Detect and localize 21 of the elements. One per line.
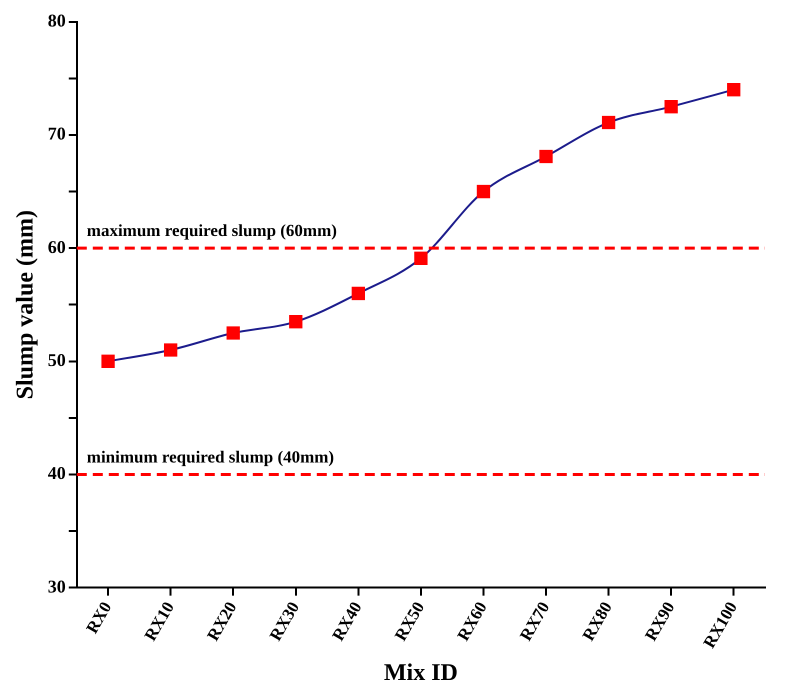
y-tick-label: 60	[48, 236, 66, 257]
y-tick-label: 30	[48, 576, 66, 596]
point	[101, 354, 115, 368]
y-tick-label: 80	[48, 10, 66, 30]
point	[352, 286, 365, 300]
point	[664, 100, 678, 114]
y-tick-label: 70	[48, 124, 66, 144]
ref-line-label: maximum required slump (60mm)	[86, 221, 337, 240]
point	[602, 116, 616, 130]
point	[476, 184, 490, 198]
point	[414, 252, 428, 265]
y-tick-label: 40	[48, 463, 66, 484]
point	[289, 315, 302, 328]
point	[727, 83, 740, 96]
y-tick-label: 50	[48, 350, 66, 370]
point	[539, 150, 553, 164]
point	[164, 343, 178, 357]
point	[226, 326, 240, 340]
x-axis-title: Mix ID	[384, 660, 458, 686]
y-axis-title: Slump value (mm)	[12, 210, 39, 400]
ref-line-label: minimum required slump (40mm)	[86, 447, 334, 466]
